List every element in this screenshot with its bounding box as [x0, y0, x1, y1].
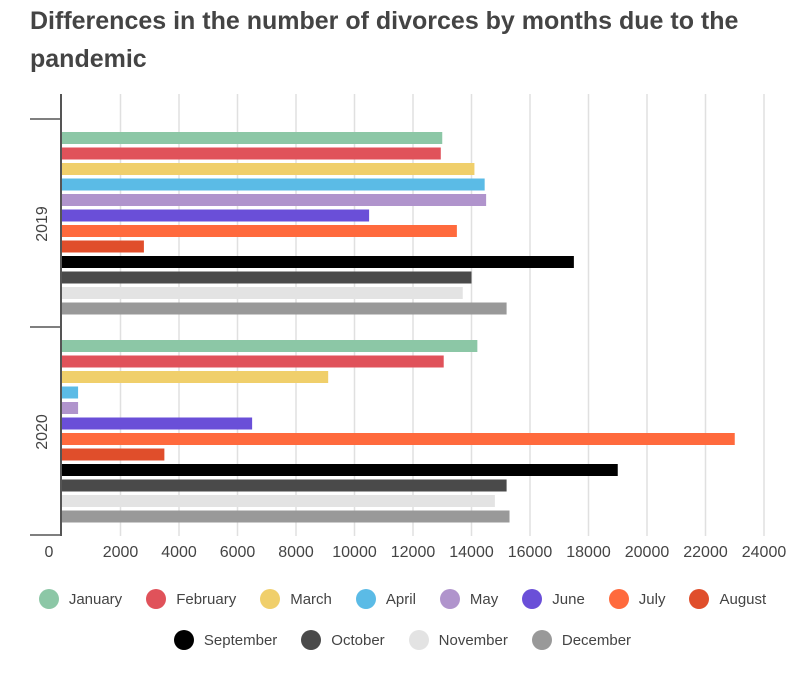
legend-label: May: [469, 590, 499, 608]
bar-january-2020: [62, 340, 478, 352]
bar-december-2020: [62, 510, 510, 523]
legend-item-may[interactable]: May: [434, 589, 504, 609]
bar-june-2019: [62, 209, 370, 222]
x-tick-label: 0: [45, 544, 54, 561]
legend-swatch: [260, 589, 281, 609]
x-tick-label: 2000: [103, 544, 139, 561]
bar-chart: 0 2000 4000 6000 8000 10000 12000 14000 16000 180…: [30, 94, 787, 561]
legend-item-december[interactable]: December: [526, 630, 637, 650]
x-tick-label: 4000: [161, 544, 197, 561]
bar-november-2020: [62, 495, 495, 507]
x-tick-label: 14000: [449, 544, 494, 561]
legend-swatch: [531, 630, 552, 650]
legend-swatch: [689, 589, 710, 609]
y-group-label: 2019: [34, 206, 51, 242]
legend-label: November: [438, 631, 508, 649]
x-tick-label: 6000: [220, 544, 256, 561]
legend-item-august[interactable]: August: [683, 589, 772, 609]
bar-may-2019: [62, 194, 487, 206]
x-tick-label: 10000: [332, 544, 377, 561]
legend-label: August: [719, 590, 767, 608]
legend-label: February: [176, 590, 237, 608]
bar-august-2019: [62, 240, 144, 253]
bar-october-2019: [62, 271, 472, 284]
legend-row-1: January February March April May June July Augu…: [0, 589, 805, 609]
bar-september-2019: [62, 256, 574, 268]
legend-swatch: [408, 630, 429, 650]
legend-swatch: [146, 589, 167, 609]
legend-label: October: [331, 631, 385, 649]
bar-march-2019: [62, 163, 475, 175]
legend-label: April: [385, 590, 416, 608]
bar-december-2019: [62, 302, 507, 315]
legend-label: March: [290, 590, 332, 608]
legend-item-march[interactable]: March: [254, 589, 338, 609]
bar-august-2020: [62, 448, 165, 461]
legend-swatch: [38, 589, 59, 609]
bar-june-2020: [62, 417, 253, 430]
bar-july-2019: [62, 225, 457, 237]
bar-april-2019: [62, 178, 485, 191]
legend-item-april[interactable]: April: [350, 589, 422, 609]
legend-label: December: [561, 631, 632, 649]
bar-november-2019: [62, 287, 463, 299]
legend-item-november[interactable]: November: [403, 630, 514, 650]
x-tick-label: 24000: [742, 544, 787, 561]
legend-item-june[interactable]: June: [516, 589, 591, 609]
x-tick-label: 8000: [278, 544, 314, 561]
bar-october-2020: [62, 479, 507, 492]
chart-title: Differences in the number of divorces by…: [30, 7, 739, 73]
x-tick-label: 18000: [566, 544, 611, 561]
legend-swatch: [439, 589, 460, 609]
legend-label: September: [203, 631, 278, 649]
legend-swatch: [355, 589, 376, 609]
legend-item-january[interactable]: January: [33, 589, 128, 609]
legend-row-2: September October November December: [0, 630, 805, 650]
legend-item-october[interactable]: October: [295, 630, 390, 650]
bar-february-2019: [62, 147, 441, 160]
bar-february-2020: [62, 355, 444, 368]
x-tick-label: 22000: [683, 544, 728, 561]
legend-swatch: [522, 589, 543, 609]
legend-label: June: [552, 590, 585, 608]
x-tick-label: 20000: [625, 544, 670, 561]
legend-item-february[interactable]: February: [140, 589, 242, 609]
x-tick-label: 12000: [391, 544, 436, 561]
x-tick-label: 16000: [508, 544, 553, 561]
bar-july-2020: [62, 433, 735, 445]
legend-item-july[interactable]: July: [603, 589, 672, 609]
legend-swatch: [608, 589, 629, 609]
legend-label: January: [68, 590, 123, 608]
legend-item-september[interactable]: September: [168, 630, 283, 650]
bar-march-2020: [62, 371, 329, 383]
legend-label: July: [638, 590, 666, 608]
bar-september-2020: [62, 464, 618, 476]
bar-january-2019: [62, 132, 443, 144]
y-group-label: 2020: [34, 414, 51, 450]
bar-may-2020: [62, 402, 79, 414]
legend-swatch: [173, 630, 194, 650]
legend-swatch: [301, 630, 322, 650]
bar-april-2020: [62, 386, 79, 399]
